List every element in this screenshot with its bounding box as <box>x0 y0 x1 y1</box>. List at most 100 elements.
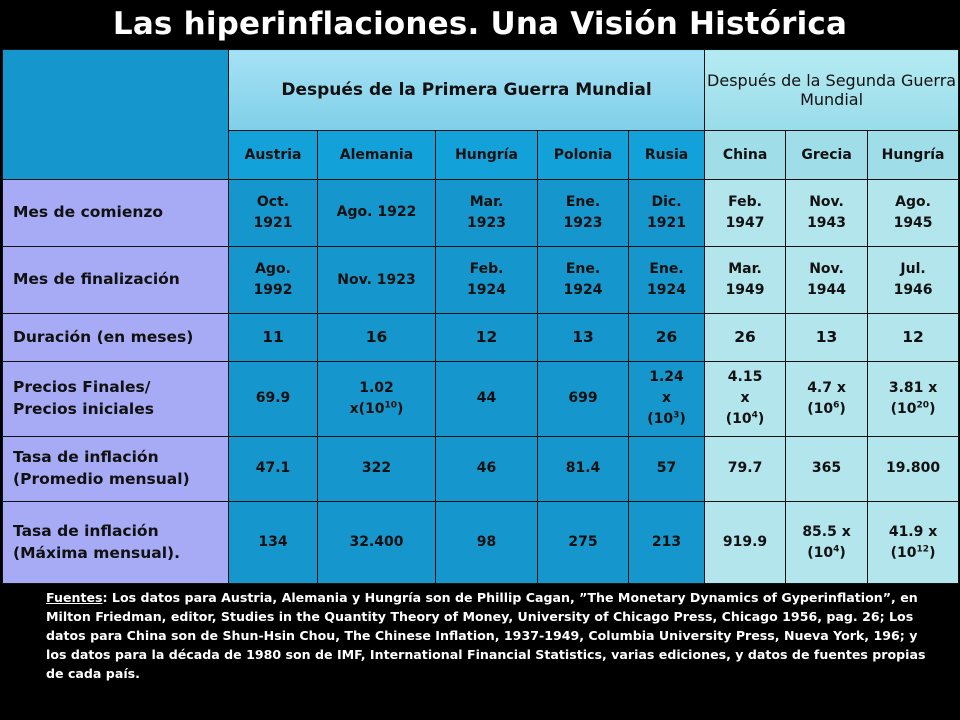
sources-label: Fuentes <box>46 590 103 605</box>
exponent-base: x(10 <box>349 400 385 417</box>
data-cell: 365 <box>785 435 869 503</box>
data-cell: 26 <box>704 313 787 363</box>
cell-line: Ago. 1922 <box>336 204 417 221</box>
data-cell: Feb. 1924 <box>435 245 538 315</box>
row-label: Mes de finalización <box>2 245 229 315</box>
exponent-base: (10 <box>890 544 917 561</box>
cell-line: 1.02 <box>359 379 394 396</box>
cell-line: 1923 <box>563 214 603 231</box>
exponent-value: 10 <box>384 400 398 411</box>
cell-line: 26 <box>655 328 678 347</box>
cell-line: 79.7 <box>727 460 763 477</box>
cell-line: 13 <box>815 328 838 347</box>
row-label-line: Precios Finales/ <box>13 378 151 397</box>
cell-line: 1992 <box>253 282 293 299</box>
group-header-row: Después de la Primera Guerra Mundial Des… <box>2 49 960 180</box>
cell-line: 213 <box>651 534 682 551</box>
data-cell: 699 <box>537 361 629 437</box>
row-avg-inflation: Tasa de inflación (Promedio mensual) 47.1 3… <box>2 435 960 503</box>
row-label: Tasa de inflación (Promedio mensual) <box>2 435 229 503</box>
cell-line: Nov. <box>809 261 844 278</box>
cell-exponent-line: (103) <box>631 409 702 430</box>
row-label-line: Precios iniciales <box>13 399 154 418</box>
cell-line: Mar. <box>728 261 762 278</box>
data-cell: Ago. 1922 <box>317 178 436 247</box>
data-cell: 11 <box>228 313 318 363</box>
cell-line: 1947 <box>725 214 765 231</box>
row-label: Tasa de inflación (Máxima mensual). <box>2 501 229 584</box>
cell-exponent-line: x(1010) <box>320 399 433 420</box>
cell-line: Dic. <box>651 193 682 210</box>
cell-line: Ago. <box>255 261 291 278</box>
data-cell: 12 <box>867 313 960 363</box>
data-cell: Dic. 1921 <box>627 178 706 247</box>
exponent-base: (10 <box>807 544 834 561</box>
country-header: Hungría <box>867 129 960 180</box>
cell-exponent-line: (1012) <box>870 543 956 564</box>
country-header: China <box>704 129 787 180</box>
exponent-base: (10 <box>725 411 752 428</box>
page-title: Las hiperinflaciones. Una Visión Históri… <box>112 6 848 42</box>
exponent-value: 12 <box>916 543 930 554</box>
row-label-line: (Promedio mensual) <box>13 469 190 488</box>
cell-line: 69.9 <box>255 390 291 407</box>
data-cell: 85.5 x (104) <box>785 501 869 584</box>
cell-line: Mar. <box>469 193 504 210</box>
data-cell: Ago. 1945 <box>867 178 960 247</box>
data-cell: 47.1 <box>228 435 318 503</box>
country-header: Rusia <box>627 129 706 180</box>
data-cell: 1.02 x(1010) <box>317 361 436 437</box>
data-cell: Ene. 1924 <box>537 245 629 315</box>
cell-line: Oct. <box>256 193 290 210</box>
row-label: Precios Finales/Precios iniciales <box>2 361 229 437</box>
data-cell: 32.400 <box>317 501 436 584</box>
cell-line: 13 <box>572 328 594 347</box>
data-cell: 919.9 <box>704 501 787 584</box>
country-header: Hungría <box>435 129 538 180</box>
cell-line: 1921 <box>253 214 293 231</box>
row-label-line: Tasa de inflación <box>13 448 159 467</box>
data-cell: Ene. 1923 <box>537 178 629 247</box>
cell-line: 275 <box>568 534 598 551</box>
exponent-close: ) <box>929 544 936 561</box>
corner-cell <box>2 49 229 180</box>
data-cell: 79.7 <box>704 435 787 503</box>
cell-line: 699 <box>568 390 598 407</box>
data-cell: 322 <box>317 435 436 503</box>
cell-exponent-line: (106) <box>788 399 865 420</box>
cell-line: x <box>740 390 750 407</box>
cell-line: 32.400 <box>349 534 404 551</box>
cell-line: Nov. <box>809 193 844 210</box>
country-header: Polonia <box>537 129 629 180</box>
cell-line: 1924 <box>647 282 686 299</box>
cell-line: 12 <box>475 328 498 347</box>
cell-line: 44 <box>476 390 497 407</box>
cell-line: 11 <box>262 328 284 347</box>
row-duration: Duración (en meses) 11 16 12 13 26 26 13 12 <box>2 313 960 363</box>
cell-line: 1923 <box>467 214 506 231</box>
data-cell: Mar. 1923 <box>435 178 538 247</box>
exponent-value: 4 <box>751 410 758 421</box>
country-header: Austria <box>228 129 318 180</box>
cell-line: 4.15 <box>727 369 763 386</box>
cell-line: Nov. 1923 <box>337 271 416 288</box>
country-header: Alemania <box>317 129 436 180</box>
cell-exponent-line: (104) <box>707 409 783 430</box>
row-max-inflation: Tasa de inflación (Máxima mensual). 134 32.… <box>2 501 960 584</box>
cell-line: 19.800 <box>886 460 941 477</box>
row-price-ratio: Precios Finales/Precios iniciales 69.9 1.0… <box>2 361 960 437</box>
cell-line: 16 <box>365 328 388 347</box>
data-cell: Nov. 1944 <box>785 245 869 315</box>
cell-line: Ene. <box>565 261 601 278</box>
exponent-close: ) <box>929 400 936 417</box>
data-cell: 4.15 x (104) <box>704 361 787 437</box>
exponent-base: (10 <box>890 400 917 417</box>
sources-note: Fuentes: Los datos para Austria, Alemani… <box>46 588 926 683</box>
cell-line: 919.9 <box>722 534 768 551</box>
exponent-close: ) <box>397 400 404 417</box>
data-cell: Oct. 1921 <box>228 178 318 247</box>
cell-line: 1949 <box>725 282 765 299</box>
row-label: Duración (en meses) <box>2 313 229 363</box>
data-cell: Feb. 1947 <box>704 178 787 247</box>
cell-line: Jul. <box>900 261 926 278</box>
